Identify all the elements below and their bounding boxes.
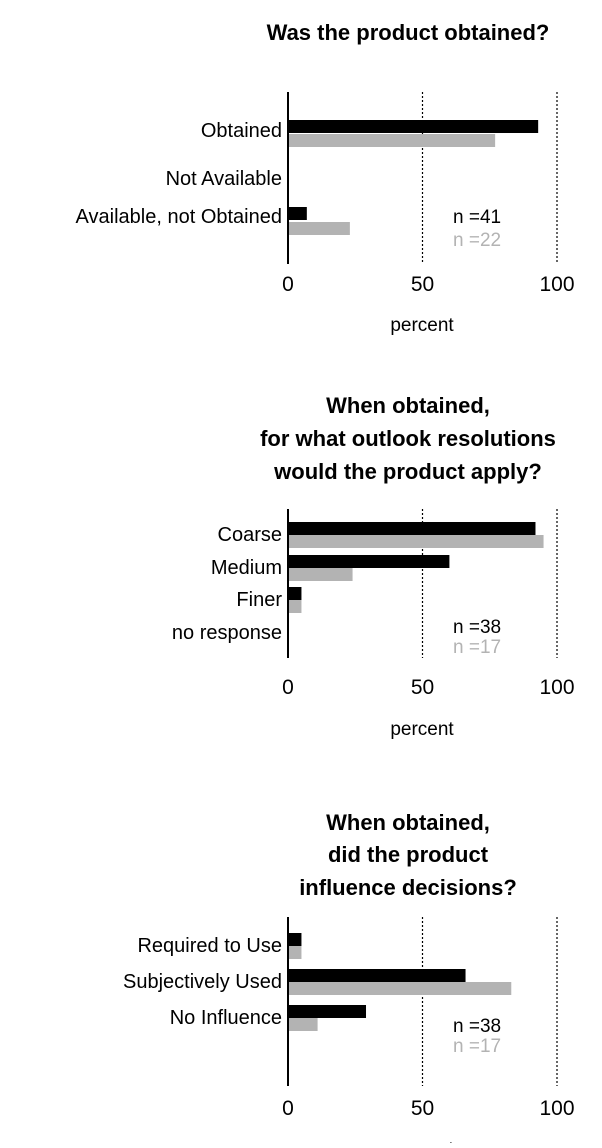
x-axis-label: percent [390, 1139, 454, 1143]
chart-title-line: influence decisions? [299, 875, 517, 900]
bar-series-2 [288, 1018, 318, 1031]
category-label: Subjectively Used [123, 971, 282, 993]
sample-size-label: n =38 [453, 1016, 501, 1037]
chart-title-line: When obtained, [326, 810, 490, 835]
bar-series-2 [288, 600, 302, 613]
x-tick-label: 50 [411, 273, 434, 296]
category-label: Available, not Obtained [76, 206, 282, 228]
category-label: No Influence [170, 1007, 282, 1029]
x-tick-label: 0 [282, 676, 294, 699]
chart-title-line: for what outlook resolutions [260, 426, 556, 451]
bar-series-1 [288, 969, 466, 982]
sample-size-label: n =41 [453, 207, 501, 228]
sample-size-label: n =38 [453, 617, 501, 638]
x-tick-label: 50 [411, 1097, 434, 1120]
bar-series-1 [288, 933, 302, 946]
bar-series-2 [288, 982, 512, 995]
bar-series-2 [288, 568, 353, 581]
category-label: Finer [236, 589, 282, 611]
bar-series-1 [288, 1005, 367, 1018]
sample-size-label: n =22 [453, 230, 501, 251]
x-tick-label: 100 [539, 676, 574, 699]
x-tick-label: 0 [282, 273, 294, 296]
bar-series-2 [288, 222, 350, 235]
bar-series-2 [288, 946, 302, 959]
bar-series-1 [288, 207, 307, 220]
category-label: Coarse [218, 524, 282, 546]
bar-series-2 [288, 134, 496, 147]
category-label: Required to Use [137, 935, 282, 957]
x-axis-label: percent [390, 719, 454, 740]
bar-series-1 [288, 555, 450, 568]
chart-title-line: When obtained, [326, 393, 490, 418]
x-axis-label: percent [390, 315, 454, 336]
bar-series-1 [288, 120, 539, 133]
x-tick-label: 50 [411, 676, 434, 699]
bar-series-1 [288, 587, 302, 600]
x-tick-label: 100 [539, 273, 574, 296]
chart-title-line: would the product apply? [273, 459, 542, 484]
bar-series-1 [288, 522, 536, 535]
chart-title-line: did the product [328, 842, 489, 867]
bar-series-2 [288, 535, 544, 548]
sample-size-label: n =17 [453, 637, 501, 658]
x-tick-label: 0 [282, 1097, 294, 1120]
chart-title-line: Was the product obtained? [267, 20, 550, 45]
x-tick-label: 100 [539, 1097, 574, 1120]
category-label: Medium [211, 557, 282, 579]
sample-size-label: n =17 [453, 1036, 501, 1057]
category-label: Not Available [166, 168, 282, 190]
category-label: Obtained [201, 120, 282, 142]
category-label: no response [172, 622, 282, 644]
